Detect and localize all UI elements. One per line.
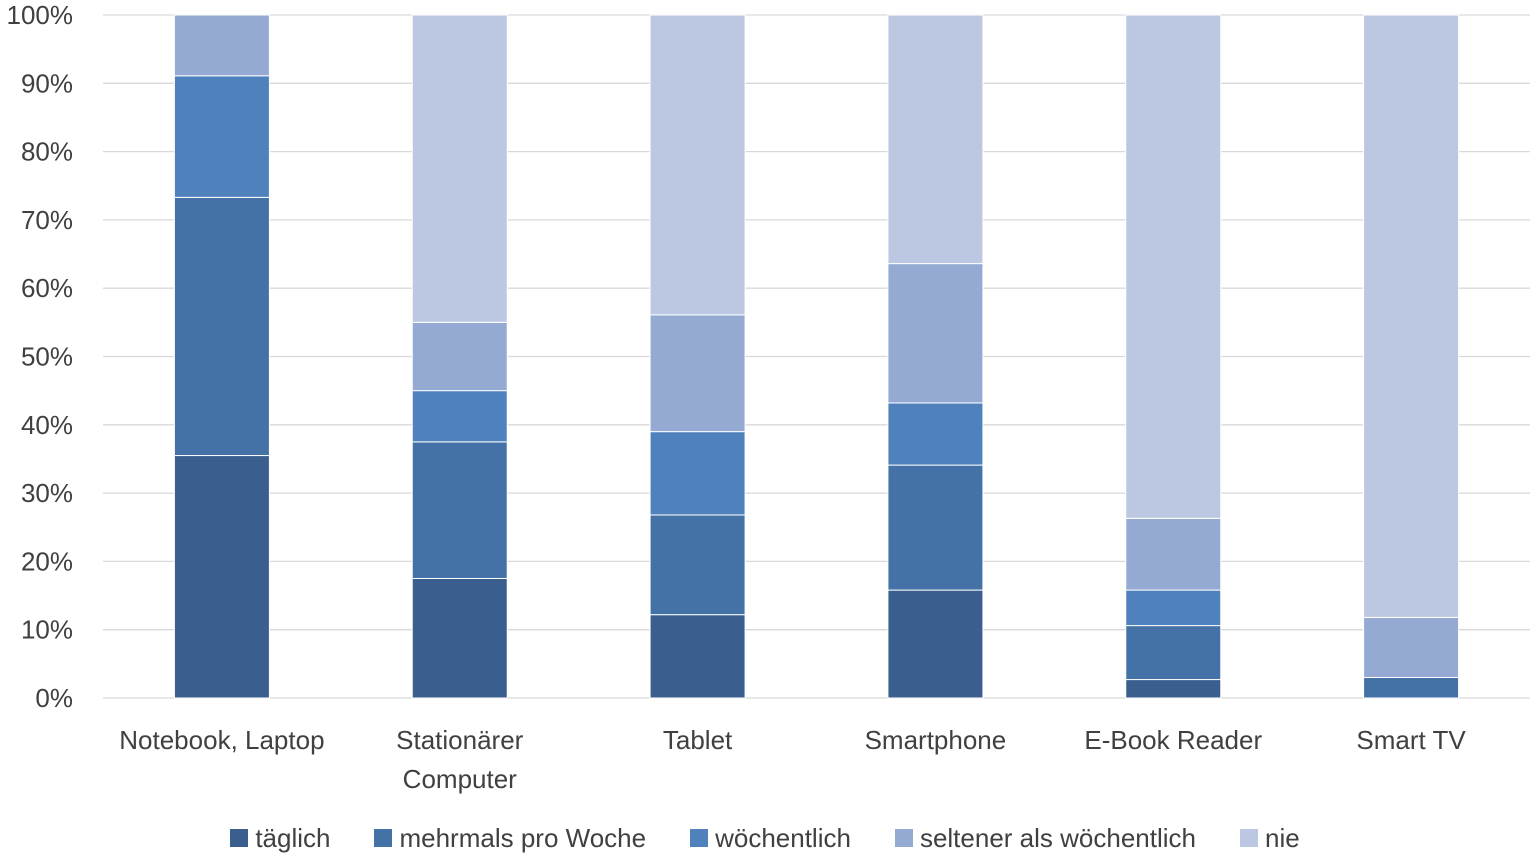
bar-segment <box>887 14 984 265</box>
legend-item: wöchentlich <box>690 823 851 854</box>
y-tick-label: 70% <box>21 205 73 235</box>
x-category-label: Computer <box>403 764 517 794</box>
legend-label: seltener als wöchentlich <box>919 822 1196 853</box>
bar-segment <box>1125 517 1222 591</box>
bar-segment <box>1125 589 1222 627</box>
x-category-label: Stationärer <box>396 725 524 755</box>
bar-segment <box>1363 14 1460 618</box>
legend-label: mehrmals pro Woche <box>399 822 647 853</box>
y-tick-label: 80% <box>21 137 73 167</box>
bar-segment <box>887 263 984 404</box>
bar-segment <box>173 75 270 198</box>
bar-segment <box>1363 677 1460 699</box>
legend-swatch <box>1239 829 1258 847</box>
bar-segment <box>649 314 746 433</box>
bar-segment <box>649 614 746 699</box>
bar-segment <box>411 14 508 323</box>
x-category-label: E-Book Reader <box>1084 725 1262 755</box>
y-tick-label: 10% <box>21 615 73 645</box>
x-category-label: Notebook, Laptop <box>119 725 324 755</box>
bar-segment <box>411 577 508 699</box>
bar-segment <box>649 514 746 616</box>
x-category-label: Smartphone <box>865 725 1007 755</box>
y-tick-label: 90% <box>21 68 73 98</box>
bar-segment <box>1125 14 1222 519</box>
bar-segment <box>173 14 270 77</box>
legend-label: wöchentlich <box>715 822 851 853</box>
bar-segment <box>411 441 508 579</box>
y-tick-label: 0% <box>35 683 73 713</box>
legend-swatch <box>374 829 393 847</box>
legend-item: mehrmals pro Woche <box>374 823 646 854</box>
y-tick-label: 40% <box>21 410 73 440</box>
bar-segment <box>1363 616 1460 679</box>
x-category-label: Smart TV <box>1356 725 1466 755</box>
bar-segment <box>173 196 270 457</box>
bar-segment <box>887 402 984 466</box>
bar-segment <box>411 390 508 443</box>
bar-segment <box>887 589 984 699</box>
y-tick-label: 50% <box>21 342 73 372</box>
legend-label: nie <box>1264 822 1300 853</box>
bar-segment <box>411 321 508 392</box>
stacked-bar-chart: 0% 10% 20% 30% 40% 50% 60% 70% 80% 90% 100% Noteboo… <box>7 0 1530 794</box>
bar-segment <box>1125 625 1222 681</box>
legend-swatch <box>230 829 249 847</box>
legend: täglich mehrmals pro Woche wöchentlich selt… <box>0 818 1530 858</box>
y-tick-label: 100% <box>7 0 74 30</box>
y-tick-label: 20% <box>21 546 73 576</box>
legend-item: täglich <box>230 823 330 854</box>
y-tick-label: 60% <box>21 273 73 303</box>
legend-swatch <box>894 829 913 847</box>
bar-segment <box>649 14 746 316</box>
bar-segment <box>173 455 270 699</box>
y-tick-label: 30% <box>21 478 73 508</box>
bar-segment <box>649 431 746 516</box>
legend-swatch <box>690 829 709 847</box>
bar-segment <box>1125 679 1222 699</box>
legend-item: nie <box>1239 822 1300 854</box>
bar-segment <box>887 464 984 591</box>
x-category-label: Tablet <box>663 725 733 755</box>
legend-item: seltener als wöchentlich <box>894 822 1196 854</box>
legend-label: täglich <box>255 822 331 853</box>
